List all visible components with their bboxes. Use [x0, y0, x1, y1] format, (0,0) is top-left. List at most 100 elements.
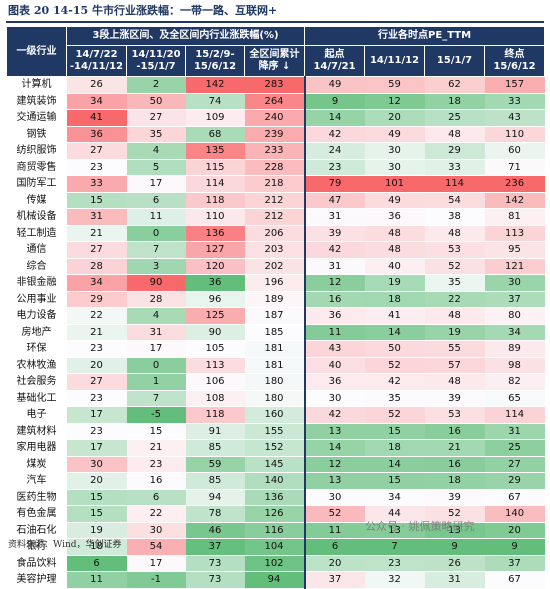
value-cell: 25	[424, 109, 485, 127]
value-cell: 15	[66, 505, 127, 523]
value-cell: 20	[484, 522, 545, 539]
value-cell: 31	[66, 208, 127, 226]
value-cell: 11	[126, 208, 186, 226]
value-cell: 17	[126, 175, 186, 193]
table-row: 传媒 15 6 118 212 47 49 54 142	[6, 192, 545, 209]
value-cell: 31	[304, 208, 365, 226]
table-row: 汽车 20 16 85 140 13 15 18 29	[6, 472, 545, 490]
value-cell: 55	[424, 340, 485, 358]
value-cell: 18	[364, 439, 425, 457]
value-cell: 109	[185, 109, 245, 127]
value-cell: 14	[304, 109, 365, 127]
value-cell: 78	[185, 505, 245, 523]
table-row: 煤炭 30 23 59 145 12 14 16 27	[6, 456, 545, 473]
header-col-5: 14/11/12	[364, 45, 425, 77]
value-cell: 114	[484, 406, 545, 424]
value-cell: 54	[126, 538, 186, 556]
value-cell: 35	[424, 274, 485, 292]
value-cell: 67	[484, 571, 545, 589]
table-row: 房地产 21 31 90 185 11 14 19 34	[6, 324, 545, 341]
value-cell: 136	[185, 225, 245, 242]
value-cell: 5	[126, 159, 186, 176]
value-cell: 42	[304, 126, 365, 143]
value-cell: 157	[484, 76, 545, 94]
value-cell: 6	[66, 555, 127, 572]
value-cell: 65	[484, 390, 545, 407]
value-cell: 3	[126, 258, 186, 275]
value-cell: 142	[185, 76, 245, 94]
value-cell: 13	[424, 522, 485, 539]
value-cell: 181	[244, 357, 306, 374]
table-row: 国防军工 33 17 114 218 79 101 114 236	[6, 175, 545, 193]
table-row: 纺织服饰 27 4 135 233 24 30 29 60	[6, 142, 545, 160]
value-cell: 114	[185, 175, 245, 193]
value-cell: 42	[304, 406, 365, 424]
value-cell: 39	[304, 225, 365, 242]
value-cell: 73	[185, 571, 245, 589]
value-cell: 120	[185, 258, 245, 275]
value-cell: 7	[126, 390, 186, 407]
table-row: 公用事业 29 28 96 189 16 18 22 37	[6, 291, 545, 308]
watermark: 公众号 · 姚佩策略研究	[365, 520, 475, 533]
table-row: 电子 17 -5 118 160 42 52 53 114	[6, 406, 545, 424]
value-cell: 12	[304, 456, 365, 473]
value-cell: 118	[185, 406, 245, 424]
value-cell: 60	[484, 142, 545, 160]
value-cell: 90	[126, 274, 186, 292]
value-cell: 54	[424, 192, 485, 209]
industry-name: 环保	[6, 340, 67, 358]
table-row: 机械设备 31 11 110 212 31 36 38 81	[6, 208, 545, 226]
value-cell: 187	[244, 307, 306, 325]
value-cell: 121	[484, 258, 545, 275]
value-cell: 52	[424, 505, 485, 523]
value-cell: 59	[185, 456, 245, 473]
industry-name: 建筑装饰	[6, 93, 67, 110]
industry-name: 纺织服饰	[6, 142, 67, 160]
value-cell: 118	[185, 192, 245, 209]
header-col-4: 起点 14/7/21	[304, 45, 365, 77]
value-cell: 0	[126, 225, 186, 242]
value-cell: 40	[364, 258, 425, 275]
value-cell: 110	[185, 208, 245, 226]
value-cell: 26	[424, 555, 485, 572]
value-cell: 126	[244, 505, 306, 523]
industry-name: 房地产	[6, 324, 67, 341]
value-cell: 43	[304, 340, 365, 358]
industry-name: 汽车	[6, 472, 67, 490]
value-cell: 7	[364, 538, 425, 556]
value-cell: 36	[364, 208, 425, 226]
value-cell: 180	[244, 373, 306, 391]
value-cell: 116	[244, 522, 306, 539]
header-group-pe: 行业各时点PE_TTM	[303, 26, 546, 46]
value-cell: 53	[424, 241, 485, 259]
value-cell: 33	[424, 159, 485, 176]
value-cell: 85	[185, 472, 245, 490]
value-cell: 140	[244, 472, 306, 490]
value-cell: 48	[424, 126, 485, 143]
value-cell: 68	[185, 126, 245, 143]
value-cell: 19	[424, 324, 485, 341]
value-cell: 32	[364, 571, 425, 589]
value-cell: 27	[126, 109, 186, 127]
value-cell: 67	[484, 489, 545, 506]
value-cell: 91	[185, 423, 245, 440]
value-cell: 202	[244, 258, 306, 275]
value-cell: 48	[424, 225, 485, 242]
value-cell: 264	[244, 93, 306, 110]
industry-name: 商贸零售	[6, 159, 67, 176]
industry-name: 家用电器	[6, 439, 67, 457]
value-cell: 30	[484, 274, 545, 292]
table-row: 通信 27 7 127 203 42 48 53 95	[6, 241, 545, 259]
value-cell: 14	[364, 324, 425, 341]
value-cell: 30	[126, 522, 186, 539]
header-group-returns: 3段上涨区间、及全区间内行业涨跌幅(%)	[66, 26, 305, 46]
value-cell: 136	[244, 489, 306, 506]
value-cell: 49	[364, 192, 425, 209]
value-cell: 105	[185, 340, 245, 358]
value-cell: 228	[244, 159, 306, 176]
value-cell: 212	[244, 208, 306, 226]
value-cell: 57	[424, 357, 485, 374]
value-cell: 20	[304, 555, 365, 572]
value-cell: 89	[484, 340, 545, 358]
value-cell: 11	[66, 571, 127, 589]
